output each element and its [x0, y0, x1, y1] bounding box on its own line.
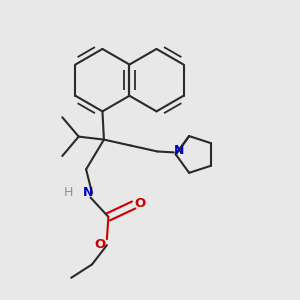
Text: N: N [174, 144, 184, 157]
Text: O: O [135, 197, 146, 210]
Text: H: H [64, 186, 73, 199]
Text: N: N [83, 186, 93, 199]
Text: O: O [95, 238, 106, 251]
